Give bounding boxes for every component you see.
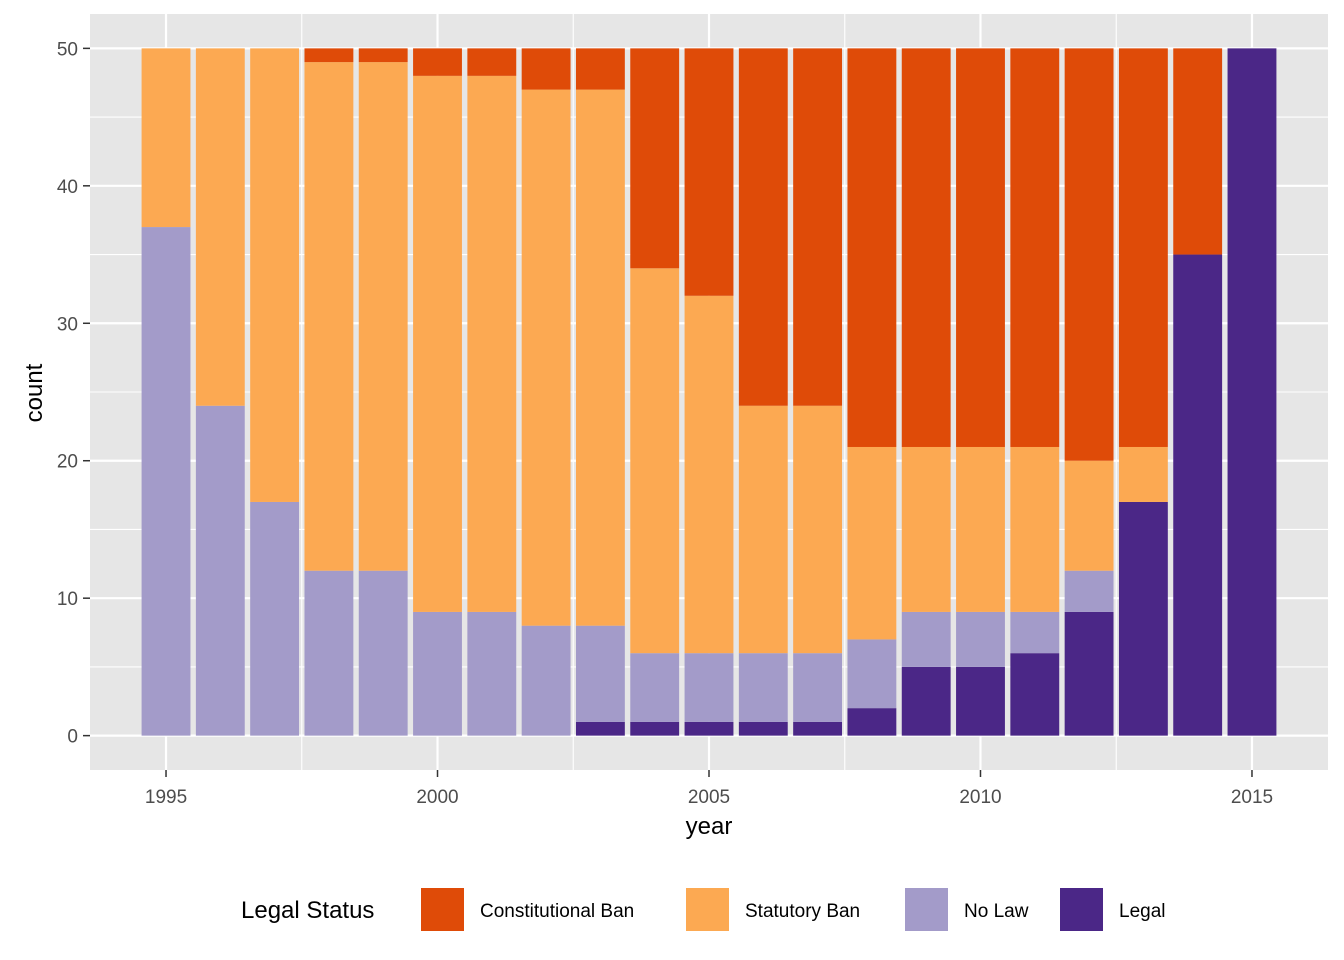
bar-segment [141,227,191,736]
bar-segment [413,48,462,76]
bar-segment [847,446,897,640]
x-tick-label: 2005 [688,787,730,808]
bar-segment [195,405,245,736]
bar-segment [1227,48,1277,736]
bar-segment [575,721,625,736]
legend-key [686,888,729,931]
x-axis-title: year [686,813,733,840]
legend-label: Constitutional Ban [480,901,634,922]
bar-segment [847,48,897,447]
bar-segment [847,639,897,709]
legend-label: Statutory Ban [745,901,860,922]
legend-key [421,888,464,931]
bar-segment [793,405,843,654]
bar-segment [1173,48,1223,255]
x-tick-label: 2000 [416,787,458,808]
bar-segment [630,268,680,654]
bar-segment [684,721,734,736]
bar-segment [630,653,680,722]
y-tick-label: 20 [57,452,78,473]
bar-segment [304,62,354,571]
bar-segment [413,611,462,736]
bar-segment [575,89,625,626]
y-axis-title: count [21,363,48,422]
bar-segment [521,48,571,90]
bar-segment [358,48,408,63]
bar-segment [467,75,517,612]
bar-segment [521,625,571,736]
legend-label: No Law [964,901,1029,922]
bar-segment [847,708,897,736]
bar-segment [358,62,408,571]
bar-segment [630,721,680,736]
bar-segment [1173,254,1223,736]
bar-segment [901,611,951,667]
bar-segment [1064,611,1114,736]
bar-segment [1010,611,1060,654]
bar-segment [1010,48,1060,447]
bar-segment [304,48,354,63]
bar-segment [738,653,788,722]
legend-label: Legal [1119,901,1166,922]
bar-segment [304,570,354,736]
bar-segment [467,611,517,736]
bar-segment [956,446,1005,612]
bar-segment [1064,460,1114,571]
axis-ticks [83,47,1253,777]
bars [141,48,1277,736]
bar-segment [901,446,951,612]
bar-segment [195,48,245,406]
bar-segment [901,48,951,447]
bar-segment [630,48,680,269]
bar-segment [1118,48,1168,447]
bar-segment [901,666,951,736]
bar-segment [738,405,788,654]
bar-segment [575,625,625,722]
bar-segment [956,611,1005,667]
bar-segment [521,89,571,626]
bar-segment [738,721,788,736]
y-tick-label: 40 [57,177,78,198]
legend-key [905,888,948,931]
legend-title: Legal Status [241,897,374,924]
bar-segment [1064,570,1114,612]
legend-key [1060,888,1103,931]
y-tick-labels: 0 10 20 30 40 50 [57,39,78,747]
bar-segment [575,48,625,90]
bar-segment [358,570,408,736]
bar-segment [793,721,843,736]
x-tick-label: 2010 [959,787,1001,808]
x-tick-label: 2015 [1231,787,1273,808]
bar-segment [1118,446,1168,502]
bar-segment [141,48,191,228]
bar-segment [1064,48,1114,461]
x-tick-label: 1995 [145,787,187,808]
y-tick-label: 0 [67,727,78,748]
bar-segment [738,48,788,406]
y-tick-label: 30 [57,314,78,335]
bar-segment [250,501,300,736]
legend: Legal Status Constitutional Ban Statutory… [241,888,1166,931]
bar-segment [793,48,843,406]
bar-segment [250,48,300,502]
bar-segment [956,48,1005,447]
bar-segment [413,75,462,612]
bar-segment [1010,446,1060,612]
bar-segment [1010,653,1060,736]
x-tick-labels: 1995 2000 2005 2010 2015 [145,787,1273,808]
bar-segment [1118,501,1168,736]
y-tick-label: 10 [57,589,78,610]
bar-segment [684,653,734,722]
bar-segment [956,666,1005,736]
bar-segment [684,295,734,654]
y-tick-label: 50 [57,39,78,60]
bar-segment [467,48,517,76]
bar-segment [684,48,734,296]
bar-segment [793,653,843,722]
